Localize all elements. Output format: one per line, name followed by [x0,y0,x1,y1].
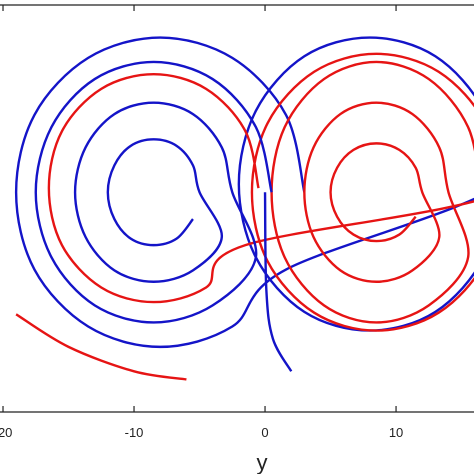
x-tick-label: 0 [261,425,268,440]
trajectory [14,36,474,349]
trajectory [34,60,273,324]
x-tick-label: 10 [389,425,403,440]
x-axis-label: y [257,450,268,474]
trajectory [47,52,474,332]
trajectory [263,192,293,372]
plot-area [14,36,474,381]
x-tick-label: -20 [0,425,12,440]
trajectory [270,60,474,324]
x-tick-label: -10 [125,425,144,440]
trajectory [15,313,187,381]
